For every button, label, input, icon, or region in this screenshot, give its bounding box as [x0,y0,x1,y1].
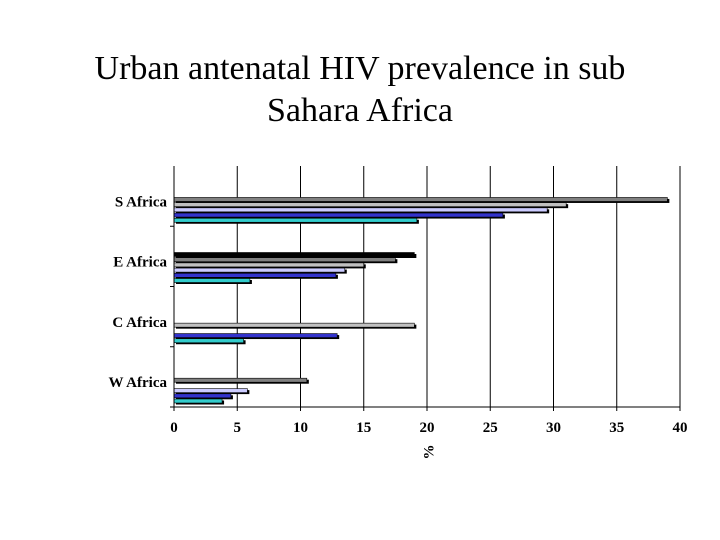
category-label-c-africa: C Africa [112,315,167,331]
bar-w-africa-s5 [173,398,223,404]
bar-c-africa-s4 [173,333,338,338]
category-label-s-africa: S Africa [115,194,168,210]
chart-title: Urban antenatal HIV prevalence in sub Sa… [0,48,720,132]
x-tick-label-25: 25 [483,420,498,436]
chart-title-line-1: Urban antenatal HIV prevalence in sub [94,50,626,87]
chart-title-line-2: Sahara Africa [267,92,453,129]
bar-w-africa-s1 [173,377,308,383]
bar-s-africa-s5 [173,217,418,223]
axes [173,166,680,408]
x-tick-label-10: 10 [293,420,308,436]
bar-e-africa-s4 [173,272,337,278]
bar-s-africa-s3 [173,207,548,213]
bars [173,197,670,405]
bar-c-africa-s2 [173,322,415,328]
x-tick-label-20: 20 [420,420,435,436]
bar-w-africa-s4 [173,393,232,399]
bar-e-africa-s2 [173,262,365,268]
category-label-e-africa: E Africa [113,255,167,271]
x-tick-label-35: 35 [609,420,624,436]
x-tick-label-30: 30 [546,420,561,436]
x-tick-label-0: 0 [170,420,178,436]
x-tick-label-40: 40 [673,420,688,436]
category-label-w-africa: W Africa [109,375,168,391]
x-tick-label-5: 5 [234,420,242,436]
bar-c-africa-s5 [173,338,244,344]
bar-e-africa-s3 [173,267,346,273]
bar-s-africa-s4 [173,212,504,218]
x-axis-label: % [421,445,437,460]
labels: 0 5 10 15 20 25 30 35 40 S Africa E Africa C Africa… [109,194,688,436]
bar-w-africa-s3 [173,388,248,393]
bar-e-africa-s5 [173,278,251,283]
x-tick-label-15: 15 [356,420,371,436]
bar-s-africa-s1 [173,197,668,202]
bar-s-africa-s2 [173,202,567,207]
bar-e-africa-s1 [173,257,396,263]
bar-e-africa-s0 [173,252,415,257]
